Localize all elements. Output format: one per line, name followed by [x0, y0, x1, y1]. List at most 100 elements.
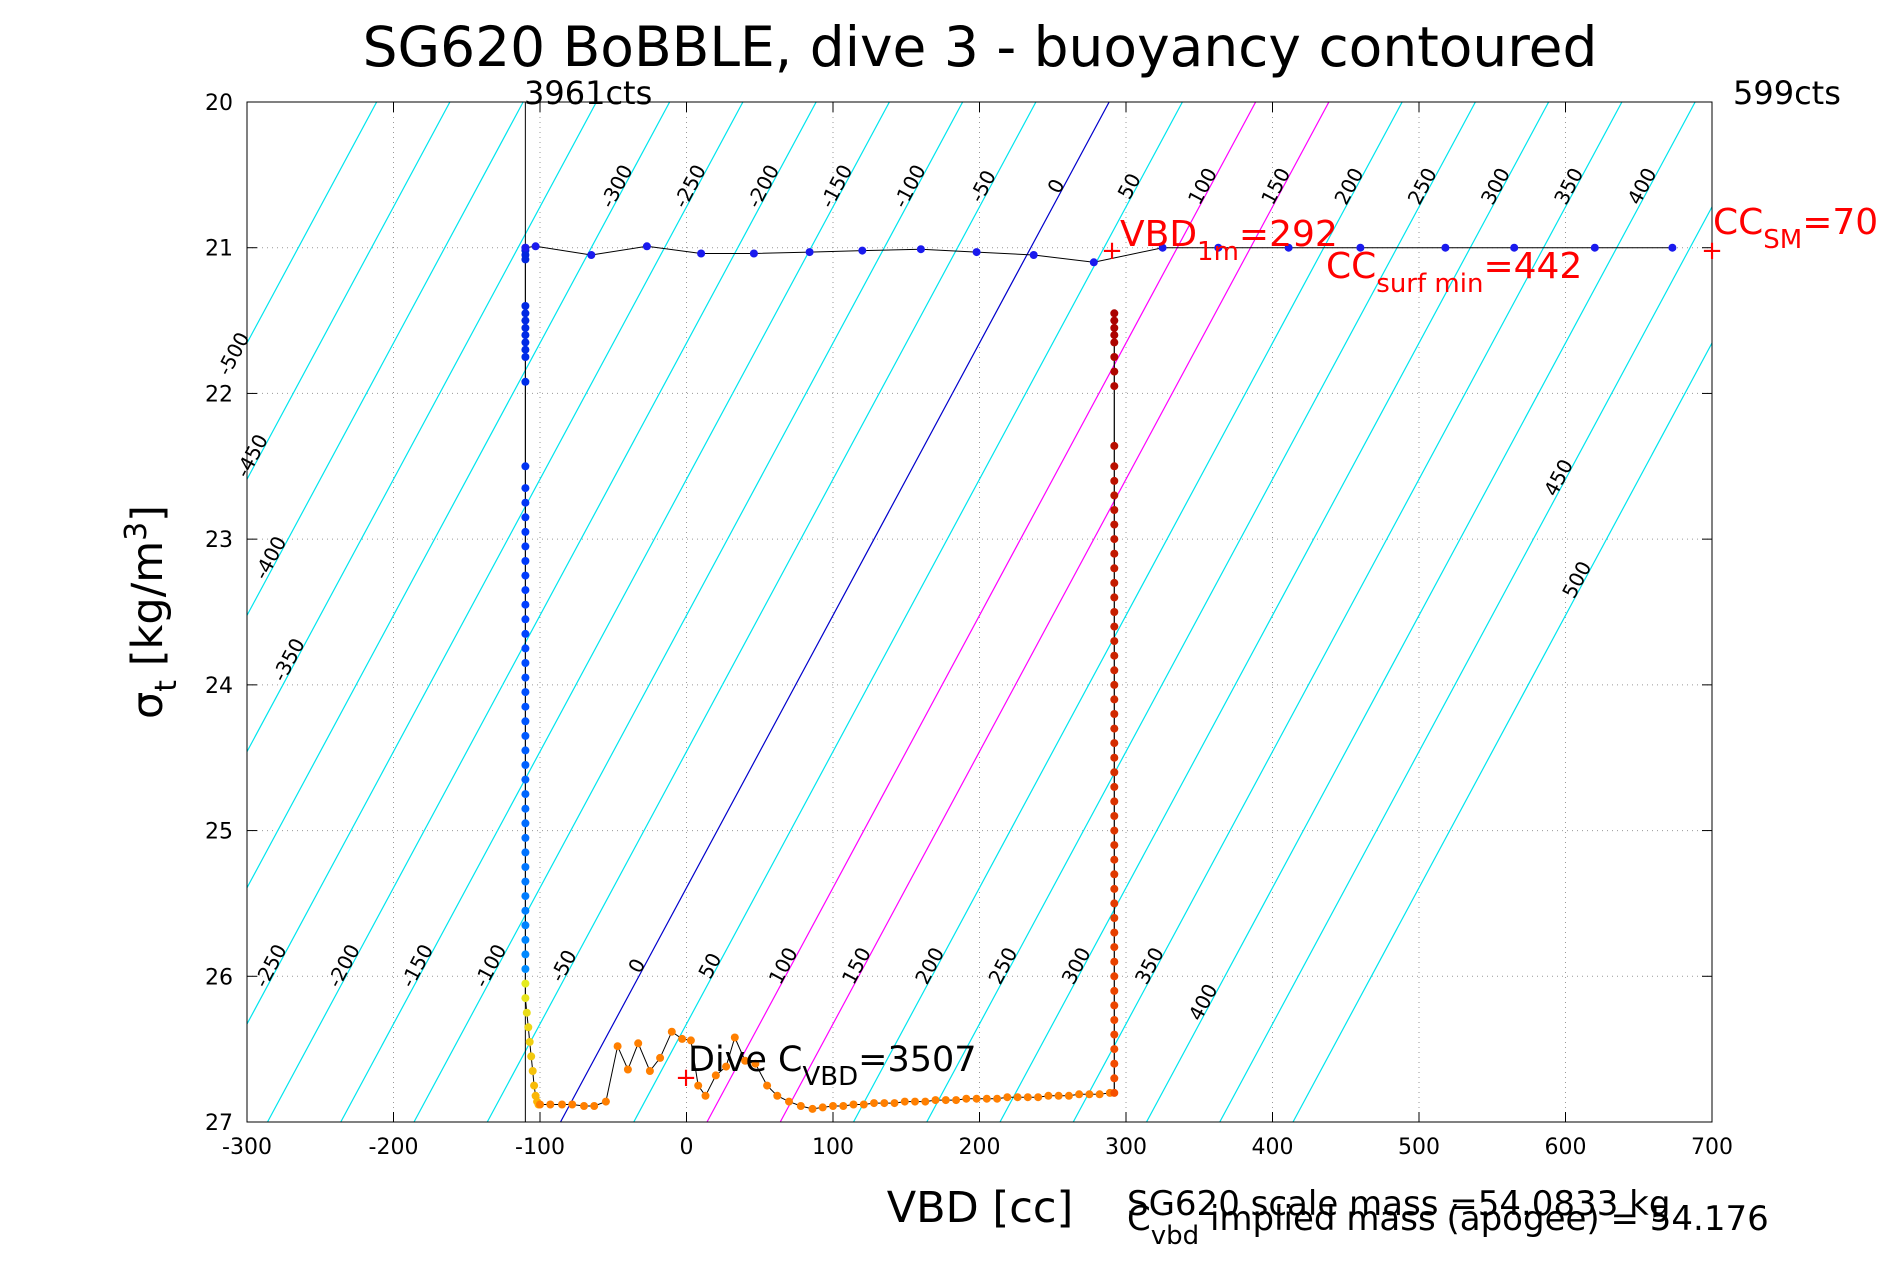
- contour-label: 250: [983, 943, 1022, 988]
- data-point-ascent: [1110, 928, 1119, 937]
- data-point-descent: [521, 804, 530, 813]
- data-point-descent: [524, 1023, 533, 1032]
- data-point-descent: [521, 323, 530, 332]
- series-line-surface: [525, 245, 1673, 263]
- data-point-ascent: [1110, 826, 1119, 835]
- data-point-descent: [521, 833, 530, 842]
- data-point-surface: [1029, 251, 1038, 259]
- data-point-bottom: [558, 1100, 566, 1109]
- contour-label: -300: [595, 160, 638, 211]
- data-point-descent: [521, 644, 530, 653]
- x-axis-label: VBD [cc]: [887, 1183, 1074, 1233]
- data-point-ascent: [1110, 506, 1119, 514]
- contour-line: [633, 102, 1183, 1122]
- y-tick-label: 20: [205, 91, 233, 116]
- contour-label: 350: [1130, 943, 1169, 988]
- data-point-ascent: [1110, 899, 1119, 908]
- data-point-descent: [521, 717, 530, 726]
- scale-mass-label: SG620 scale mass =54.0833 kg: [1127, 1184, 1670, 1224]
- data-point-surface: [521, 243, 530, 252]
- data-point-ascent: [1110, 331, 1119, 340]
- data-point-bottom: [921, 1097, 930, 1106]
- dive-c-vbd-marker: +: [675, 1063, 697, 1093]
- contour-label: 150: [1256, 164, 1295, 209]
- contour-label: 300: [1057, 943, 1096, 988]
- axis-ticks: -300 -200 -100 0 100 200 300 400 500 600 700202122…: [205, 91, 1733, 1160]
- data-point-surface: [1668, 243, 1677, 252]
- data-point-bottom: [829, 1102, 837, 1110]
- data-point-ascent: [1110, 1045, 1119, 1054]
- data-point-bottom: [880, 1099, 889, 1108]
- contour-label: 450: [1539, 455, 1578, 500]
- data-point-surface: [805, 248, 814, 257]
- vbd-1m-label: VBD1m=292: [1120, 214, 1338, 267]
- data-point-ascent: [1110, 797, 1119, 806]
- data-point-surface: [858, 246, 867, 255]
- data-point-bottom: [773, 1091, 782, 1100]
- contour-label: -100: [469, 940, 512, 991]
- data-point-ascent: [1110, 1059, 1119, 1068]
- data-point-bottom: [613, 1042, 622, 1051]
- data-point-bottom: [1003, 1093, 1012, 1102]
- y-axis-label-close: ]: [123, 505, 173, 522]
- data-point-descent: [521, 702, 530, 711]
- buoyancy-contours: [247, 102, 1712, 1122]
- data-point-ascent: [1110, 462, 1119, 471]
- vbd-1m-subscript: 1m: [1197, 237, 1239, 267]
- x-tick-label: 100: [812, 1135, 854, 1160]
- data-point-descent: [521, 462, 530, 471]
- contour-label: 500: [1557, 557, 1596, 602]
- data-point-descent: [521, 571, 530, 580]
- data-point-ascent: [1110, 812, 1119, 820]
- data-point-bottom: [546, 1100, 555, 1109]
- data-point-bottom: [890, 1099, 899, 1108]
- data-point-descent: [521, 761, 530, 769]
- y-axis-label-superscript: 3: [119, 522, 154, 541]
- data-point-ascent: [1110, 491, 1119, 500]
- data-point-bottom: [568, 1100, 577, 1109]
- data-point-descent: [521, 892, 530, 901]
- data-point-bottom: [645, 1067, 654, 1075]
- data-point-surface: [1590, 243, 1599, 252]
- contour-label: 200: [910, 943, 949, 988]
- data-point-bottom: [870, 1099, 878, 1108]
- data-point-bottom: [1054, 1091, 1063, 1100]
- data-point-ascent: [1110, 382, 1119, 391]
- data-point-ascent: [1110, 986, 1119, 995]
- vbd-1m-marker: +: [1101, 236, 1123, 266]
- data-point-descent: [521, 965, 530, 973]
- y-tick-label: 24: [205, 674, 233, 699]
- data-point-bottom: [1064, 1091, 1073, 1100]
- data-point-bottom: [623, 1065, 632, 1074]
- data-point-surface: [749, 249, 758, 258]
- data-series: [521, 242, 1677, 1113]
- data-point-bottom: [730, 1033, 739, 1042]
- data-point-ascent: [1110, 695, 1119, 704]
- y-axis-label-unit: [kg/m: [123, 541, 173, 680]
- contour-label: 250: [1403, 164, 1442, 209]
- data-point-surface: [1441, 243, 1450, 252]
- data-point-bottom: [972, 1094, 981, 1103]
- cc-sm-value: =70: [1802, 202, 1878, 243]
- contour-line: [852, 102, 1403, 1122]
- counts-right-label: 599cts: [1733, 74, 1841, 112]
- data-point-ascent: [1110, 323, 1119, 332]
- data-point-descent: [521, 557, 530, 565]
- cc-surf-min-prefix: CC: [1326, 246, 1376, 287]
- contour-line: [413, 102, 964, 1122]
- data-point-bottom: [962, 1094, 971, 1103]
- data-point-bottom: [536, 1100, 544, 1109]
- data-point-ascent: [1110, 608, 1119, 616]
- data-point-descent: [521, 345, 530, 354]
- data-point-bottom: [580, 1102, 588, 1110]
- data-point-bottom: [634, 1039, 643, 1048]
- data-point-ascent: [1110, 1088, 1119, 1097]
- data-point-ascent: [1110, 1030, 1119, 1039]
- dive-c-vbd-label: Dive CVBD=3507: [688, 1040, 977, 1092]
- contour-label: 400: [1183, 980, 1222, 1025]
- data-point-surface: [1510, 243, 1519, 252]
- data-point-descent: [521, 586, 530, 595]
- data-point-bottom: [763, 1081, 772, 1090]
- data-point-ascent: [1110, 578, 1119, 587]
- contour-line: [1072, 102, 1623, 1122]
